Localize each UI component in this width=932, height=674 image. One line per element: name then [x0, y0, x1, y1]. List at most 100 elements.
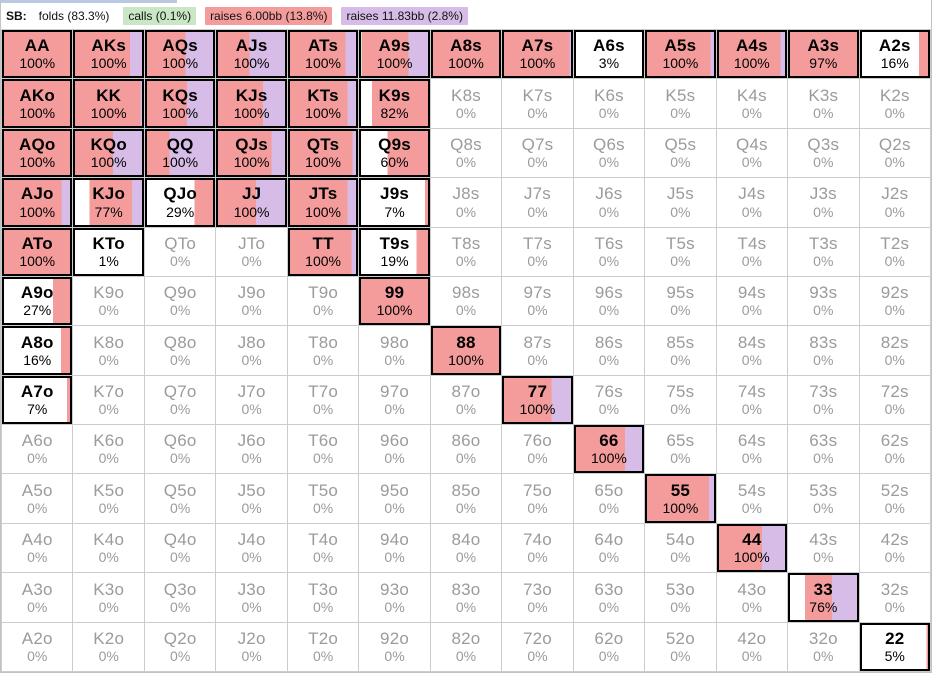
range-cell[interactable]: K4s 0%	[716, 79, 789, 129]
range-cell[interactable]: A7s 100%	[502, 30, 574, 80]
range-cell[interactable]: J8o 0%	[216, 326, 288, 376]
range-cell[interactable]: 72o 0%	[502, 622, 574, 672]
range-cell[interactable]: 86s 0%	[573, 326, 646, 376]
range-cell[interactable]: 84s 0%	[716, 326, 789, 376]
range-cell[interactable]: J2s 0%	[859, 178, 931, 228]
range-cell[interactable]: AJo 100%	[2, 178, 74, 228]
range-cell[interactable]: 97s 0%	[502, 276, 574, 327]
range-cell[interactable]: JTs 100%	[287, 178, 360, 228]
range-cell[interactable]: 86o 0%	[430, 425, 503, 475]
range-cell[interactable]: A7o 7%	[2, 375, 74, 426]
range-cell[interactable]: Q2o 0%	[144, 622, 217, 672]
range-cell[interactable]: Q3s 0%	[788, 128, 860, 179]
range-cell[interactable]: 87s 0%	[502, 326, 574, 376]
range-cell[interactable]: 83o 0%	[430, 573, 503, 623]
range-cell[interactable]: T3o 0%	[287, 573, 360, 623]
range-cell[interactable]: A9s 100%	[359, 30, 431, 80]
range-cell[interactable]: Q7s 0%	[502, 128, 574, 179]
range-cell[interactable]: K9s 82%	[359, 79, 431, 129]
range-cell[interactable]: A8s 100%	[430, 30, 503, 80]
range-cell[interactable]: 98o 0%	[359, 326, 431, 376]
range-cell[interactable]: QTo 0%	[144, 227, 217, 277]
range-cell[interactable]: K8o 0%	[73, 326, 145, 376]
range-cell[interactable]: QTs 100%	[287, 128, 360, 179]
range-cell[interactable]: 43o 0%	[716, 573, 789, 623]
range-cell[interactable]: A8o 16%	[2, 326, 74, 376]
range-cell[interactable]: TT 100%	[287, 227, 360, 277]
range-cell[interactable]: Q9o 0%	[144, 276, 217, 327]
range-cell[interactable]: J4s 0%	[716, 178, 789, 228]
range-cell[interactable]: 75o 0%	[502, 474, 574, 524]
range-cell[interactable]: 95s 0%	[645, 276, 717, 327]
range-cell[interactable]: 96o 0%	[359, 425, 431, 475]
range-cell[interactable]: 63s 0%	[788, 425, 860, 475]
range-cell[interactable]: T7o 0%	[287, 375, 360, 426]
range-cell[interactable]: A6s 3%	[573, 30, 646, 80]
range-cell[interactable]: T8s 0%	[430, 227, 503, 277]
range-cell[interactable]: A6o 0%	[2, 425, 74, 475]
range-cell[interactable]: 53o 0%	[645, 573, 717, 623]
range-cell[interactable]: 76s 0%	[573, 375, 646, 426]
range-cell[interactable]: 83s 0%	[788, 326, 860, 376]
range-cell[interactable]: T9s 19%	[359, 227, 431, 277]
range-cell[interactable]: Q3o 0%	[144, 573, 217, 623]
range-cell[interactable]: J9o 0%	[216, 276, 288, 327]
range-cell[interactable]: K2s 0%	[859, 79, 931, 129]
range-cell[interactable]: 98s 0%	[430, 276, 503, 327]
range-cell[interactable]: A5o 0%	[2, 474, 74, 524]
range-cell[interactable]: J9s 7%	[359, 178, 431, 228]
range-cell[interactable]: 22 5%	[859, 622, 931, 672]
range-cell[interactable]: 74o 0%	[502, 523, 574, 574]
range-cell[interactable]: Q6s 0%	[573, 128, 646, 179]
range-cell[interactable]: A4o 0%	[2, 523, 74, 574]
range-cell[interactable]: Q9s 60%	[359, 128, 431, 179]
range-cell[interactable]: A4s 100%	[716, 30, 789, 80]
range-cell[interactable]: A2o 0%	[2, 622, 74, 672]
range-cell[interactable]: Q6o 0%	[144, 425, 217, 475]
range-cell[interactable]: 92s 0%	[859, 276, 931, 327]
range-cell[interactable]: 43s 0%	[788, 523, 860, 574]
range-cell[interactable]: K7s 0%	[502, 79, 574, 129]
range-cell[interactable]: J2o 0%	[216, 622, 288, 672]
range-cell[interactable]: A3o 0%	[2, 573, 74, 623]
range-cell[interactable]: K6o 0%	[73, 425, 145, 475]
range-cell[interactable]: 94o 0%	[359, 523, 431, 574]
range-cell[interactable]: A9o 27%	[2, 276, 74, 327]
range-cell[interactable]: AQs 100%	[144, 30, 217, 80]
range-cell[interactable]: QQ 100%	[144, 128, 217, 179]
range-cell[interactable]: J7o 0%	[216, 375, 288, 426]
range-cell[interactable]: KTs 100%	[287, 79, 360, 129]
range-cell[interactable]: 62o 0%	[573, 622, 646, 672]
range-cell[interactable]: 82o 0%	[430, 622, 503, 672]
range-cell[interactable]: 63o 0%	[573, 573, 646, 623]
range-cell[interactable]: A3s 97%	[788, 30, 860, 80]
range-cell[interactable]: 42o 0%	[716, 622, 789, 672]
range-cell[interactable]: QJo 29%	[144, 178, 217, 228]
range-cell[interactable]: AQo 100%	[2, 128, 74, 179]
range-cell[interactable]: J5o 0%	[216, 474, 288, 524]
range-cell[interactable]: 72s 0%	[859, 375, 931, 426]
range-cell[interactable]: 75s 0%	[645, 375, 717, 426]
range-cell[interactable]: 85s 0%	[645, 326, 717, 376]
range-cell[interactable]: T3s 0%	[788, 227, 860, 277]
range-cell[interactable]: ATo 100%	[2, 227, 74, 277]
range-cell[interactable]: Q7o 0%	[144, 375, 217, 426]
range-cell[interactable]: AA 100%	[2, 30, 74, 80]
range-cell[interactable]: T5s 0%	[645, 227, 717, 277]
range-cell[interactable]: T4s 0%	[716, 227, 789, 277]
range-cell[interactable]: 92o 0%	[359, 622, 431, 672]
range-cell[interactable]: 77 100%	[502, 375, 574, 426]
range-cell[interactable]: 32o 0%	[788, 622, 860, 672]
range-cell[interactable]: 85o 0%	[430, 474, 503, 524]
range-cell[interactable]: Q8s 0%	[430, 128, 503, 179]
range-cell[interactable]: 93o 0%	[359, 573, 431, 623]
range-cell[interactable]: 76o 0%	[502, 425, 574, 475]
range-cell[interactable]: 52o 0%	[645, 622, 717, 672]
range-cell[interactable]: K8s 0%	[430, 79, 503, 129]
range-cell[interactable]: 44 100%	[716, 523, 789, 574]
range-cell[interactable]: AKs 100%	[73, 30, 145, 80]
range-cell[interactable]: ATs 100%	[287, 30, 360, 80]
range-cell[interactable]: T6o 0%	[287, 425, 360, 475]
range-cell[interactable]: 74s 0%	[716, 375, 789, 426]
range-cell[interactable]: AJs 100%	[216, 30, 288, 80]
